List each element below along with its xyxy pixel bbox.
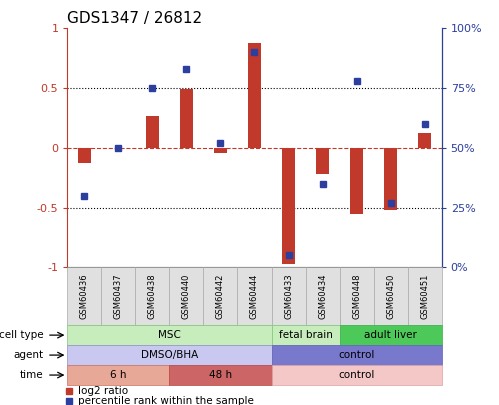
Text: GSM60438: GSM60438 bbox=[148, 273, 157, 319]
Bar bbox=[271, 325, 339, 345]
Bar bbox=[214, 148, 227, 153]
Text: GDS1347 / 26812: GDS1347 / 26812 bbox=[67, 11, 203, 26]
Bar bbox=[248, 43, 261, 148]
Text: cell type: cell type bbox=[0, 330, 43, 340]
Bar bbox=[271, 345, 442, 365]
Text: GSM60433: GSM60433 bbox=[284, 273, 293, 319]
Text: GSM60442: GSM60442 bbox=[216, 273, 225, 319]
Bar bbox=[350, 148, 363, 213]
Text: GSM60434: GSM60434 bbox=[318, 273, 327, 319]
Bar bbox=[384, 148, 397, 210]
Text: GSM60436: GSM60436 bbox=[80, 273, 89, 319]
Bar bbox=[135, 267, 170, 325]
Text: control: control bbox=[338, 350, 375, 360]
Bar bbox=[408, 267, 442, 325]
Text: 6 h: 6 h bbox=[110, 370, 127, 380]
Text: 48 h: 48 h bbox=[209, 370, 232, 380]
Text: GSM60444: GSM60444 bbox=[250, 273, 259, 319]
Bar bbox=[374, 267, 408, 325]
Text: GSM60437: GSM60437 bbox=[114, 273, 123, 319]
Bar bbox=[67, 325, 271, 345]
Text: GSM60448: GSM60448 bbox=[352, 273, 361, 319]
Text: adult liver: adult liver bbox=[364, 330, 417, 340]
Text: GSM60450: GSM60450 bbox=[386, 273, 395, 319]
Text: log2 ratio: log2 ratio bbox=[77, 386, 128, 396]
Bar bbox=[170, 365, 271, 385]
Bar bbox=[67, 365, 170, 385]
Bar bbox=[339, 325, 442, 345]
Bar bbox=[77, 148, 91, 163]
Bar bbox=[67, 267, 101, 325]
Text: DMSO/BHA: DMSO/BHA bbox=[141, 350, 198, 360]
Bar bbox=[271, 365, 442, 385]
Bar bbox=[170, 267, 204, 325]
Bar bbox=[180, 89, 193, 148]
Bar bbox=[204, 267, 238, 325]
Text: time: time bbox=[20, 370, 43, 380]
Bar bbox=[316, 148, 329, 174]
Bar bbox=[418, 134, 432, 148]
Bar bbox=[238, 267, 271, 325]
Text: GSM60451: GSM60451 bbox=[420, 273, 429, 319]
Bar bbox=[67, 345, 271, 365]
Bar bbox=[101, 267, 135, 325]
Text: agent: agent bbox=[13, 350, 43, 360]
Bar bbox=[282, 148, 295, 264]
Bar bbox=[305, 267, 339, 325]
Text: GSM60440: GSM60440 bbox=[182, 273, 191, 319]
Text: fetal brain: fetal brain bbox=[278, 330, 332, 340]
Bar bbox=[339, 267, 374, 325]
Text: MSC: MSC bbox=[158, 330, 181, 340]
Bar bbox=[271, 267, 305, 325]
Text: control: control bbox=[338, 370, 375, 380]
Text: percentile rank within the sample: percentile rank within the sample bbox=[77, 396, 253, 405]
Bar bbox=[146, 115, 159, 148]
